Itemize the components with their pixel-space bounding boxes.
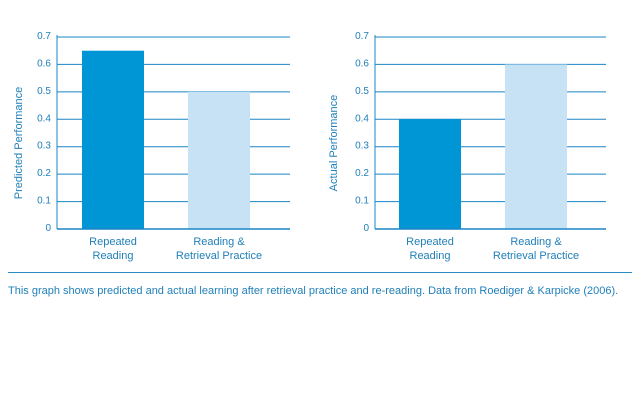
x-category-label: Reading: [93, 250, 134, 262]
caption-divider: [8, 272, 632, 273]
x-category-label: Reading &: [510, 236, 562, 248]
y-axis-label: Predicted Performance: [13, 87, 25, 200]
x-category-label: Repeated: [89, 236, 137, 248]
chart-2: 0 0.1 0.2 0.3 0.4 0.5 0.6 0.7 Repeated Reading Rea…: [328, 31, 606, 262]
y-tick-label: 0.5: [37, 86, 51, 97]
x-category-label: Reading &: [193, 236, 245, 248]
y-tick-label: 0.7: [355, 31, 369, 42]
y-tick-label: 0.2: [355, 168, 369, 179]
y-tick-label: 0.3: [355, 141, 369, 152]
y-tick-label: 0.3: [37, 141, 51, 152]
figure-caption: This graph shows predicted and actual le…: [8, 285, 619, 297]
y-tick-label: 0.2: [37, 168, 51, 179]
y-tick-label: 0.7: [37, 31, 51, 42]
y-tick-label: 0: [363, 223, 369, 234]
bar-1: [399, 119, 461, 229]
y-axis-label: Actual Performance: [328, 95, 340, 192]
charts-figure: 0 0.1 0.2 0.3 0.4 0.5 0.6 0.7 Repeated Reading Rea…: [13, 31, 606, 262]
y-tick-label: 0: [45, 223, 51, 234]
y-tick-label: 0.1: [37, 196, 51, 207]
y-tick-label: 0.4: [355, 113, 369, 124]
y-tick-label: 0.1: [355, 196, 369, 207]
y-tick-label: 0.4: [37, 113, 51, 124]
chart-1: 0 0.1 0.2 0.3 0.4 0.5 0.6 0.7 Repeated Reading Rea…: [13, 31, 290, 262]
bar-1: [82, 50, 144, 229]
y-tick-label: 0.6: [37, 58, 51, 69]
x-category-label: Reading: [410, 250, 451, 262]
x-category-label: Repeated: [406, 236, 454, 248]
bar-2: [505, 64, 567, 229]
x-category-label: Retrieval Practice: [176, 250, 262, 262]
x-category-label: Retrieval Practice: [493, 250, 579, 262]
y-tick-label: 0.6: [355, 58, 369, 69]
bar-2: [188, 91, 250, 229]
y-tick-label: 0.5: [355, 86, 369, 97]
